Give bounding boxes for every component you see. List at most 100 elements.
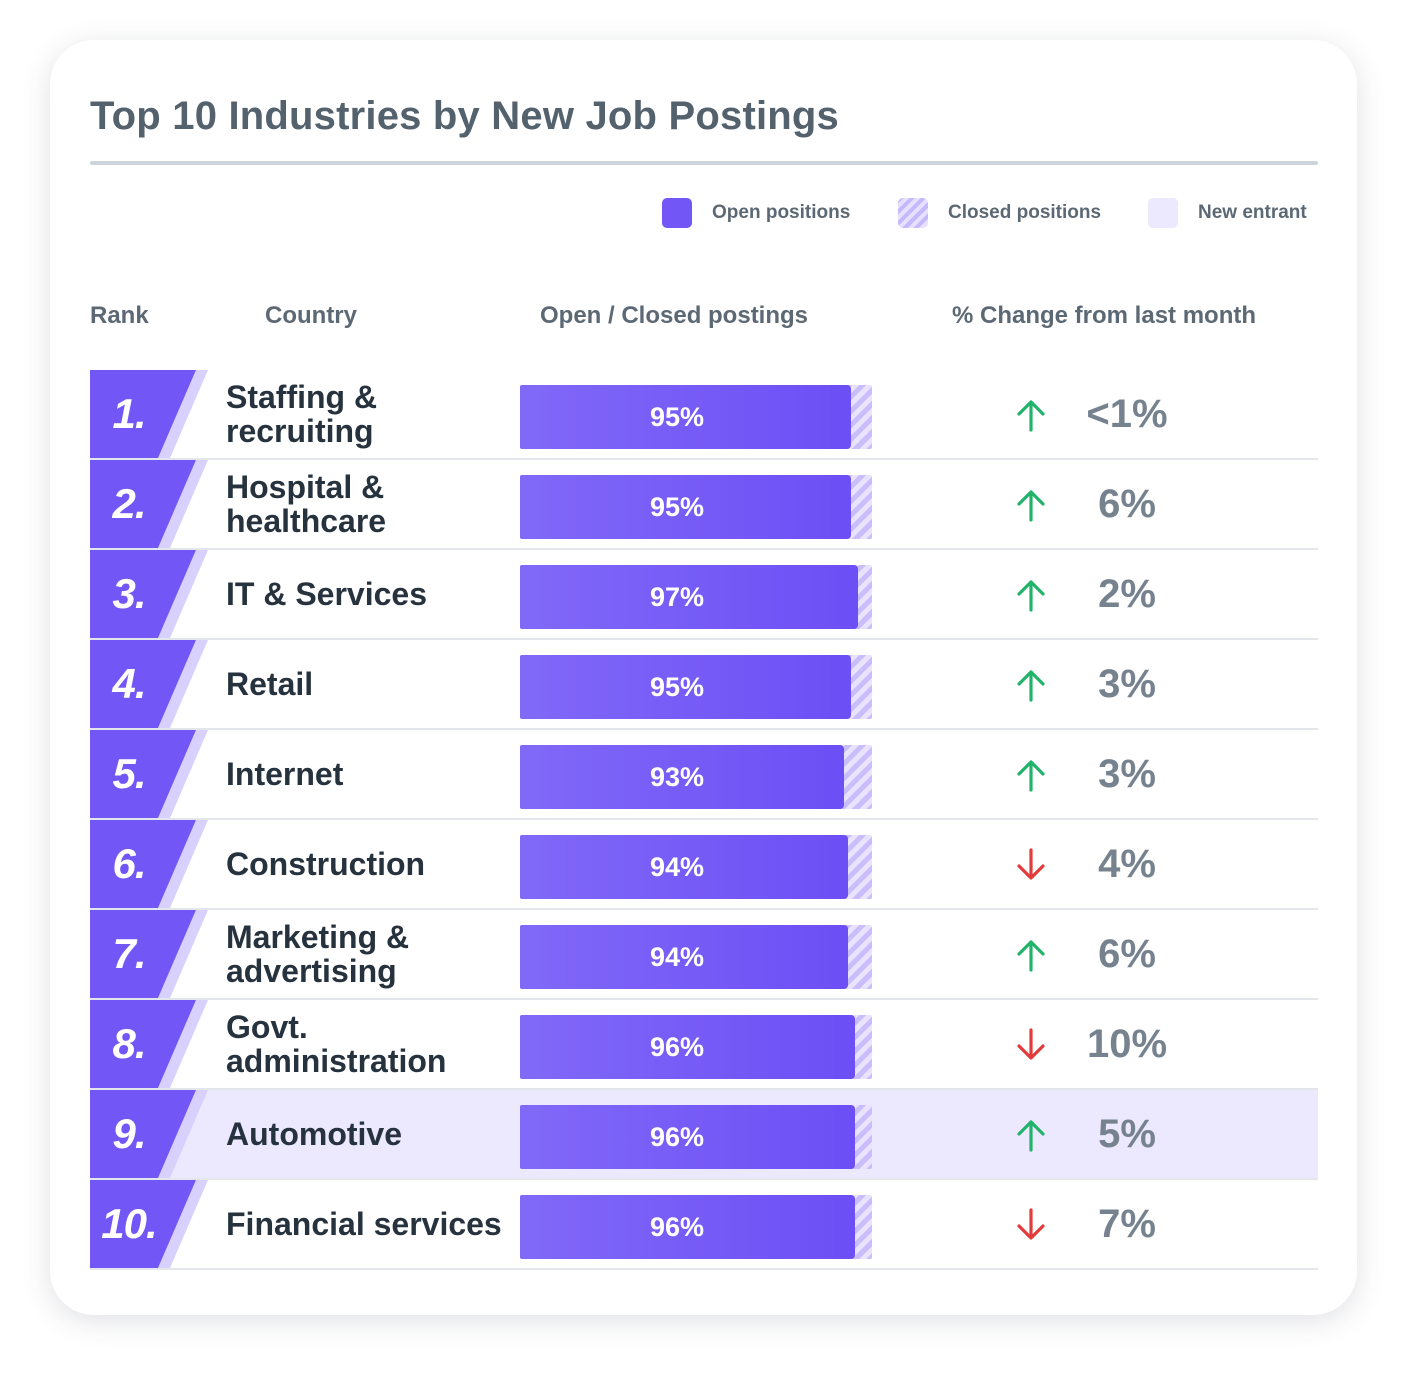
table-row: 2. Hospital & healthcare 95% 6% — [90, 460, 1318, 550]
industry-name: Internet — [226, 730, 526, 818]
row-divider — [90, 818, 1318, 820]
rank-number: 4. — [112, 660, 146, 707]
rank-badge: 4. — [90, 640, 210, 728]
open-positions-bar — [520, 655, 851, 719]
row-divider — [90, 548, 1318, 550]
industry-name: Construction — [226, 820, 526, 908]
bar-value-label: 96% — [649, 1122, 705, 1152]
bar-value-label: 96% — [649, 1032, 705, 1062]
industry-label: Retail — [226, 666, 314, 702]
legend-closed: Closed positions — [898, 198, 1101, 228]
rank-badge-stripe — [158, 1180, 208, 1268]
legend-new-entrant: New entrant — [1148, 198, 1307, 228]
change-value: 3% — [1098, 662, 1156, 706]
row-divider — [90, 638, 1318, 640]
rank-badge: 10. — [90, 1180, 210, 1268]
rank-badge-fill — [90, 460, 196, 548]
rank-number: 2. — [112, 480, 146, 527]
table-row: 3. IT & Services 97% 2% — [90, 550, 1318, 640]
rank-badge-shape — [90, 640, 208, 728]
rank-badge-shape — [90, 1000, 208, 1088]
rank-badge: 2. — [90, 460, 210, 548]
rank-number: 10. — [101, 1200, 157, 1247]
rank-badge-fill — [90, 550, 196, 638]
arrow-down-icon — [1017, 848, 1045, 880]
rank-badge-fill — [90, 910, 196, 998]
row-divider — [90, 1268, 1318, 1270]
column-header-postings: Open / Closed postings — [540, 302, 809, 329]
arrow-up-icon — [1017, 490, 1045, 522]
industry-name: Hospital & healthcare — [226, 460, 526, 548]
arrow-down-icon — [1017, 1208, 1045, 1240]
rank-badge-stripe — [158, 1000, 208, 1088]
arrow-up-icon — [1017, 400, 1045, 432]
rank-badge: 8. — [90, 1000, 210, 1088]
rank-number: 5. — [112, 750, 146, 797]
arrow-down-icon — [1017, 1028, 1045, 1060]
rank-badge-stripe — [158, 1090, 208, 1178]
arrow-up-icon — [1017, 760, 1045, 792]
rank-badge-fill — [90, 730, 196, 818]
industry-name: Staffing & recruiting — [226, 370, 526, 458]
rank-badge: 7. — [90, 910, 210, 998]
bar-value-label: 95% — [649, 492, 705, 522]
table-row: 6. Construction 94% 4% — [90, 820, 1318, 910]
rank-badge-stripe — [158, 460, 208, 548]
rank-badge-shape — [90, 550, 208, 638]
industry-label: Hospital & healthcare — [226, 469, 387, 539]
industry-name: IT & Services — [226, 550, 526, 638]
table-row: 8. Govt. administration 96% 10% — [90, 1000, 1318, 1090]
closed-positions-bar: 96% — [520, 1105, 872, 1169]
rank-badge-stripe — [158, 820, 208, 908]
chart-title: Top 10 Industries by New Job Postings — [90, 94, 840, 138]
rank-number: 6. — [112, 840, 146, 887]
row-divider — [90, 1088, 1318, 1090]
rank-badge-stripe — [158, 370, 208, 458]
closed-positions-bar: 94% — [520, 835, 872, 899]
row-divider — [90, 728, 1318, 730]
open-positions-bar — [520, 475, 851, 539]
rank-number: 8. — [112, 1020, 146, 1067]
legend-open: Open positions — [662, 198, 850, 228]
column-header-rank: Rank — [90, 302, 149, 329]
row-divider — [90, 998, 1318, 1000]
table-row: 5. Internet 93% 3% — [90, 730, 1318, 820]
rank-badge-fill — [90, 640, 196, 728]
closed-positions-bar: 96% — [520, 1015, 872, 1079]
rank-badge-shape — [90, 730, 208, 818]
industry-label: Staffing & recruiting — [226, 379, 378, 449]
closed-positions-bar: 96% — [520, 1195, 872, 1259]
table-row: 7. Marketing & advertising 94% 6% — [90, 910, 1318, 1000]
closed-positions-bar: 93% — [520, 745, 872, 809]
table-row: 10. Financial services 96% 7% — [90, 1180, 1318, 1270]
row-divider — [90, 1178, 1318, 1180]
rank-badge: 5. — [90, 730, 210, 818]
row-divider — [90, 908, 1318, 910]
open-positions-bar — [520, 1015, 855, 1079]
legend-open-label: Open positions — [712, 202, 851, 223]
rank-badge-shape — [90, 1180, 208, 1268]
rank-badge-stripe — [158, 730, 208, 818]
title-divider — [90, 161, 1318, 165]
rank-number: 3. — [112, 570, 146, 617]
rank-number: 1. — [112, 390, 146, 437]
open-positions-bar — [520, 745, 844, 809]
bar-value-label: 95% — [649, 402, 705, 432]
arrow-up-icon — [1017, 580, 1045, 612]
closed-positions-bar: 97% — [520, 565, 872, 629]
bar-value-label: 94% — [649, 942, 705, 972]
industry-name: Govt. administration — [226, 1000, 526, 1088]
industry-label: Automotive — [226, 1116, 402, 1152]
industry-label: Marketing & advertising — [226, 919, 410, 989]
industry-label: IT & Services — [226, 576, 427, 612]
rank-badge: 6. — [90, 820, 210, 908]
rank-badge-fill — [90, 370, 196, 458]
table-row: 4. Retail 95% 3% — [90, 640, 1318, 730]
bar-value-label: 96% — [649, 1212, 705, 1242]
change-value: 3% — [1098, 752, 1156, 796]
rank-badge-fill — [90, 1180, 196, 1268]
industry-name: Marketing & advertising — [226, 910, 526, 998]
rank-badge-stripe — [158, 640, 208, 728]
change-value: 7% — [1098, 1202, 1156, 1246]
rank-badge-fill — [90, 1000, 196, 1088]
